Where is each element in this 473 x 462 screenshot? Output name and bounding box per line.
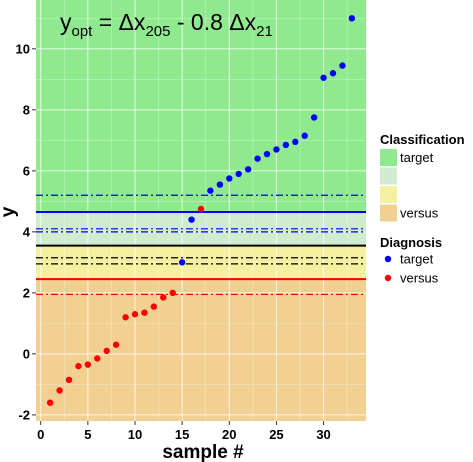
y-tick-label: 8: [23, 102, 30, 117]
point-versus: [112, 341, 120, 348]
y-tick-label: 2: [23, 285, 30, 300]
point-target: [244, 166, 252, 173]
point-versus: [75, 362, 82, 370]
point-target: [301, 132, 308, 139]
legend-classification: Classification target versus: [380, 132, 465, 222]
point-target: [273, 146, 280, 153]
legend-label: target: [400, 252, 434, 267]
y-axis-title: y: [0, 206, 19, 217]
x-tick-label: 10: [128, 427, 142, 442]
y-tick-label: 0: [23, 346, 30, 361]
point-versus: [197, 205, 205, 213]
point-versus: [150, 303, 158, 310]
legend-swatch: [380, 204, 397, 222]
legend-label: versus: [400, 206, 439, 221]
x-tick-label: 0: [37, 427, 44, 442]
point-target: [339, 62, 346, 69]
point-versus: [84, 361, 92, 368]
legend-classification-title: Classification: [380, 132, 465, 147]
point-target: [310, 114, 318, 121]
point-target: [263, 150, 271, 158]
y-tick-label: 10: [16, 41, 30, 56]
y-tick-label: -2: [18, 407, 30, 422]
grid-lines: [36, 0, 366, 421]
point-versus: [103, 347, 110, 355]
legend-marker: [384, 255, 392, 263]
point-versus: [56, 387, 63, 394]
point-target: [207, 187, 214, 194]
point-versus: [141, 309, 148, 316]
x-axis-title: sample #: [162, 442, 244, 462]
classification-regions: [36, 0, 366, 421]
x-tick-label: 25: [269, 427, 283, 442]
point-versus: [94, 355, 101, 362]
point-versus: [122, 314, 129, 321]
y-axis-ticks: -2 0 2 4 6 8 10: [16, 41, 36, 422]
point-versus: [169, 289, 176, 297]
point-target: [329, 70, 337, 77]
legend-swatch: [380, 186, 397, 203]
point-versus: [160, 294, 167, 301]
point-target: [292, 138, 299, 146]
y-tick-label: 6: [23, 163, 30, 178]
x-tick-label: 30: [316, 427, 330, 442]
x-tick-label: 5: [84, 427, 91, 442]
point-target: [348, 15, 356, 22]
x-tick-label: 20: [222, 427, 236, 442]
legend-diagnosis-title: Diagnosis: [380, 235, 442, 250]
point-target: [178, 259, 186, 266]
threshold-lines: [36, 194, 366, 295]
chart-formula: yopt = Δx205 - 0.8 Δx21: [60, 9, 273, 40]
legend-swatch: [380, 149, 397, 166]
legend-label: versus: [400, 271, 439, 286]
y-tick-label: 4: [23, 224, 31, 239]
legend-diagnosis: Diagnosis target versus: [380, 235, 442, 286]
x-tick-label: 15: [175, 427, 189, 442]
legend-marker: [384, 274, 392, 282]
data-points: [46, 15, 356, 406]
legend-label: target: [400, 150, 434, 165]
region-versus-uncertain: [36, 245, 366, 280]
point-target: [226, 175, 233, 182]
point-versus: [65, 376, 73, 384]
point-target: [320, 74, 327, 81]
x-axis-ticks: 0 5 10 15 20 25 30: [37, 421, 331, 442]
legend-swatch: [380, 167, 397, 185]
point-versus: [131, 311, 139, 318]
point-target: [254, 155, 261, 162]
point-target: [188, 216, 195, 223]
point-versus: [46, 399, 54, 406]
point-target: [235, 170, 242, 178]
point-target: [282, 141, 290, 149]
region-versus: [36, 279, 366, 421]
region-target: [36, 0, 366, 213]
point-target: [216, 181, 224, 188]
